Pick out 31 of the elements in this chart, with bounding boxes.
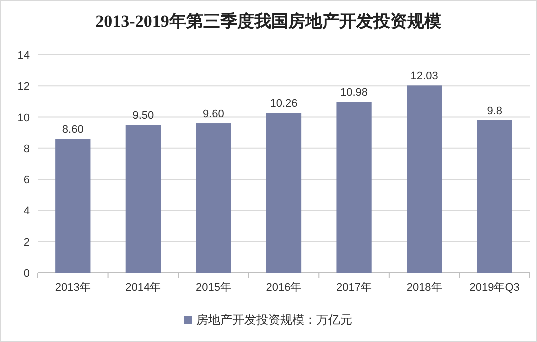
y-tick-label: 8	[24, 143, 30, 156]
data-label: 9.50	[132, 110, 154, 122]
y-tick-label: 4	[24, 206, 30, 218]
chart-title: 2013-2019年第三季度我国房地产开发投资规模	[96, 12, 442, 31]
x-tick-label: 2015年	[196, 282, 232, 294]
legend-label: 房地产开发投资规模：万亿元	[196, 313, 352, 327]
data-label: 8.60	[62, 124, 84, 136]
y-tick-label: 2	[24, 236, 30, 249]
x-tick-label: 2014年	[126, 282, 162, 294]
y-tick-label: 12	[18, 81, 30, 94]
bar	[126, 125, 161, 273]
x-tick-label: 2019年Q3	[470, 282, 520, 294]
x-tick-label: 2016年	[266, 282, 302, 294]
y-tick-label: 0	[24, 268, 30, 280]
y-tick-label: 6	[24, 174, 30, 187]
y-tick-label: 10	[18, 112, 30, 124]
bar	[407, 86, 442, 273]
bar	[196, 124, 232, 273]
data-label: 10.26	[270, 98, 298, 110]
bar	[266, 113, 302, 273]
y-tick-label: 14	[18, 50, 30, 62]
bar	[477, 120, 512, 273]
data-label: 10.98	[340, 87, 368, 100]
data-label: 12.03	[410, 70, 438, 83]
bar	[336, 102, 372, 273]
data-label: 9.60	[203, 108, 224, 121]
x-tick-label: 2018年	[406, 282, 442, 294]
bar	[56, 139, 91, 273]
x-tick-label: 2017年	[336, 282, 372, 294]
data-label: 9.8	[487, 105, 503, 118]
x-tick-label: 2013年	[55, 282, 91, 294]
